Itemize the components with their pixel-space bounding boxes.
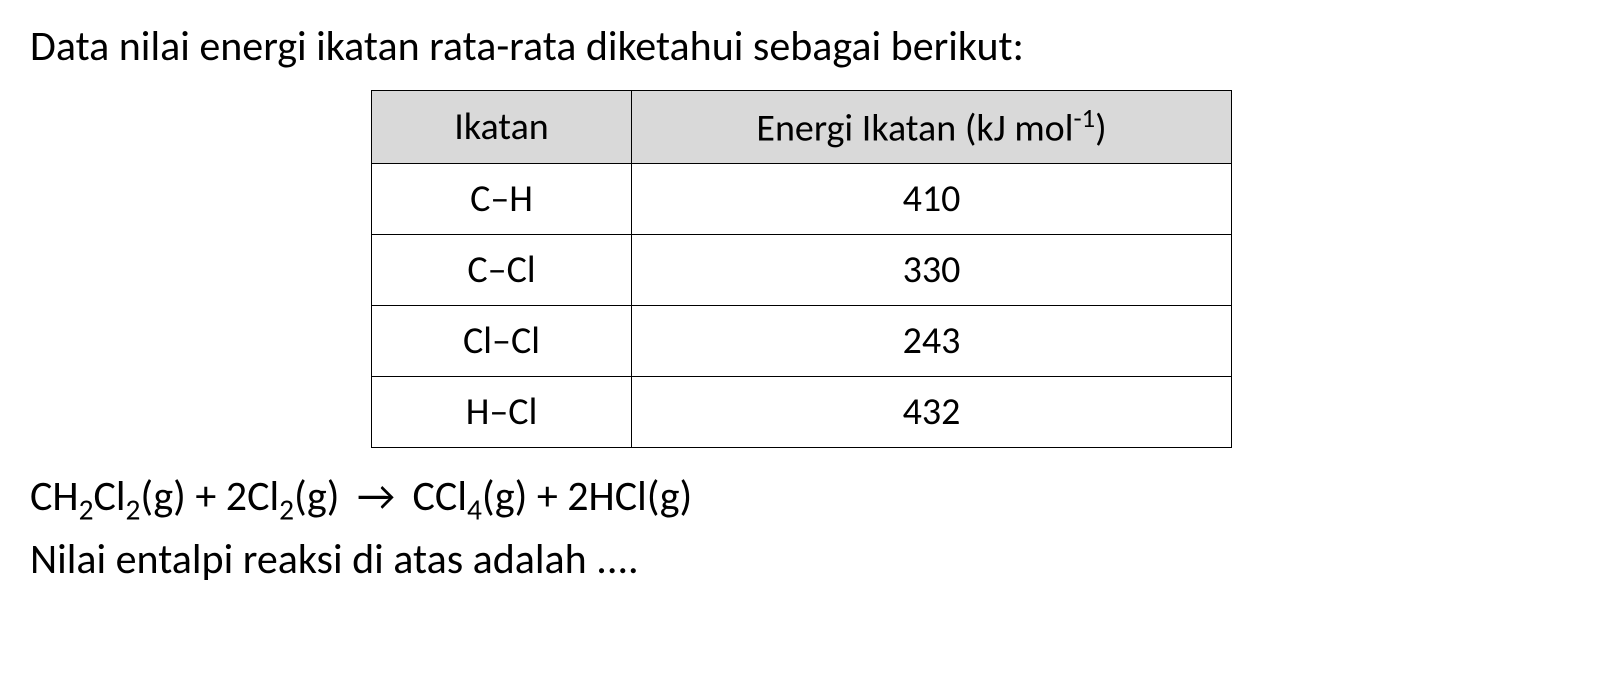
plus-1: + [186,471,226,522]
header-energy-suffix: ) [1095,105,1107,151]
value-cell: 410 [632,164,1232,235]
reactant2-state: (g) [294,471,339,522]
reactant1-sub1: 2 [79,492,94,528]
header-energy-prefix: Energi Ikatan (kJ mol [756,105,1073,151]
table-row: H–Cl 432 [372,377,1232,448]
product2-coef: 2 [567,471,588,522]
bond-cell: Cl–Cl [372,306,632,377]
bond-cell: C–H [372,164,632,235]
reactant1-base: CH [30,471,79,522]
bond-energy-table: Ikatan Energi Ikatan (kJ mol-1) C–H 410 … [371,90,1232,449]
product1-base: CCl [413,471,467,522]
question-text: Nilai entalpi reaksi di atas adalah .... [30,531,1573,590]
arrow-icon: → [357,468,395,527]
product1-sub: 4 [467,492,482,528]
table-container: Ikatan Energi Ikatan (kJ mol-1) C–H 410 … [30,90,1573,449]
reaction-equation: CH2Cl2(g) + 2Cl2(g) → CCl4(g) + 2HCl(g) [30,468,1573,531]
plus-2: + [527,471,567,522]
intro-text: Data nilai energi ikatan rata-rata diket… [30,20,1573,75]
reactant1-mid: Cl [93,471,125,522]
reactant1-sub2: 2 [126,492,141,528]
value-cell: 330 [632,235,1232,306]
value-cell: 432 [632,377,1232,448]
value-cell: 243 [632,306,1232,377]
bond-cell: C–Cl [372,235,632,306]
product1-state: (g) [482,471,527,522]
bond-cell: H–Cl [372,377,632,448]
table-row: C–H 410 [372,164,1232,235]
header-bond: Ikatan [372,90,632,164]
table-row: C–Cl 330 [372,235,1232,306]
reactant2-sub: 2 [279,492,294,528]
table-row: Cl–Cl 243 [372,306,1232,377]
reactant1-state: (g) [140,471,185,522]
reactant2-coef: 2 [226,471,247,522]
table-header-row: Ikatan Energi Ikatan (kJ mol-1) [372,90,1232,164]
header-energy-exponent: -1 [1073,103,1095,135]
header-energy: Energi Ikatan (kJ mol-1) [632,90,1232,164]
reactant2-base: Cl [247,471,279,522]
product2-base: HCl(g) [589,471,693,522]
